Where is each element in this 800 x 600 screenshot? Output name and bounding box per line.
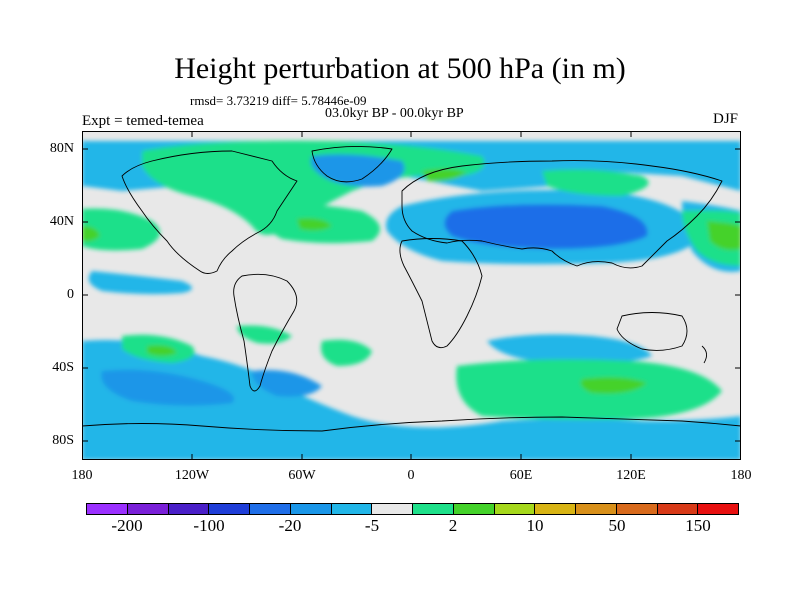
coast-africa — [399, 238, 483, 349]
colorbar-swatch-3 — [209, 504, 250, 514]
lon-label-180e: 180 — [730, 468, 752, 483]
lon-label-120e: 120E — [616, 468, 646, 483]
colorbar-swatch-0 — [87, 504, 128, 514]
coast-eurasia — [401, 160, 723, 269]
colorbar-swatch-5 — [290, 504, 332, 514]
colorbar-swatch-15 — [698, 504, 738, 514]
lat-label-40s: 40S — [52, 360, 74, 375]
coast-new-zealand — [701, 345, 707, 364]
colorbar-label-10: 10 — [526, 516, 544, 535]
season-label: DJF — [713, 111, 739, 127]
contour-lime-e-pacific — [707, 221, 741, 250]
experiment-label: Expt = temed-temea — [82, 113, 204, 129]
contour-blue-s-pacific — [101, 369, 234, 406]
period-label: 03.0kyr BP - 00.0kyr BP — [325, 106, 464, 121]
colorbar-swatch-10 — [494, 504, 536, 514]
contour-green-w-pacific — [82, 208, 160, 251]
colorbar-swatch-14 — [657, 504, 699, 514]
colorbar-swatch-6 — [331, 504, 373, 514]
colorbar-swatch-8 — [413, 504, 454, 514]
colorbar-swatch-7 — [372, 504, 413, 514]
coast-greenland — [311, 145, 393, 183]
colorbar-swatch-1 — [127, 504, 169, 514]
colorbar — [86, 503, 739, 515]
colorbar-swatch-4 — [250, 504, 291, 514]
colorbar-label-neg20: -20 — [278, 516, 302, 535]
lon-label-180w: 180 — [71, 468, 93, 483]
colorbar-swatch-9 — [453, 504, 495, 514]
lon-label-60w: 60W — [288, 468, 316, 483]
colorbar-label-neg200: -200 — [111, 516, 143, 535]
lon-label-120w: 120W — [174, 468, 210, 483]
contour-cyan-indian — [487, 334, 652, 364]
axis-ticks — [82, 131, 741, 460]
contour-lime-w-pacific — [82, 226, 100, 242]
lat-label-80s: 80S — [52, 433, 74, 448]
lat-label-40n: 40N — [49, 214, 74, 229]
contour-blue-greenland — [310, 154, 405, 187]
contour-cyan-nw-atlantic-wave — [88, 271, 192, 295]
coast-south-america — [233, 273, 298, 392]
coast-antarctica — [82, 416, 741, 432]
contour-blue-s-atlantic — [252, 370, 322, 397]
coast-australia — [616, 312, 688, 351]
colorbar-swatch-12 — [576, 504, 617, 514]
lon-label-0: 0 — [407, 468, 415, 483]
contour-lime-atlantic — [297, 218, 332, 231]
contour-cyan-southern — [82, 340, 741, 460]
contour-lime-s-pacific — [147, 345, 177, 356]
rmsd-diff-label: rmsd= 3.73219 diff= 5.78446e-09 — [190, 93, 367, 108]
colorbar-swatch-11 — [535, 504, 576, 514]
contour-green-east-siberia — [542, 169, 649, 196]
colorbar-label-neg100: -100 — [193, 516, 225, 535]
colorbar-swatch-13 — [616, 504, 658, 514]
colorbar-label-neg5: -5 — [364, 516, 380, 535]
lat-label-0: 0 — [67, 287, 74, 302]
coastlines — [82, 145, 741, 432]
colorbar-label-50: 50 — [608, 516, 626, 535]
coast-north-america — [121, 150, 298, 274]
lon-label-60e: 60E — [509, 468, 533, 483]
colorbar-label-150: 150 — [685, 516, 711, 535]
colorbar-swatch-2 — [168, 504, 210, 514]
contour-fills — [82, 140, 741, 460]
contour-green-s-atlantic — [321, 339, 372, 366]
lat-label-80n: 80N — [49, 141, 74, 156]
contour-blue-asia-core — [444, 204, 648, 249]
colorbar-label-2: 2 — [448, 516, 458, 535]
chart-title: Height perturbation at 500 hPa (in m) — [174, 52, 626, 85]
map-plot — [82, 131, 741, 460]
contour-lime-s-indian — [580, 377, 647, 394]
